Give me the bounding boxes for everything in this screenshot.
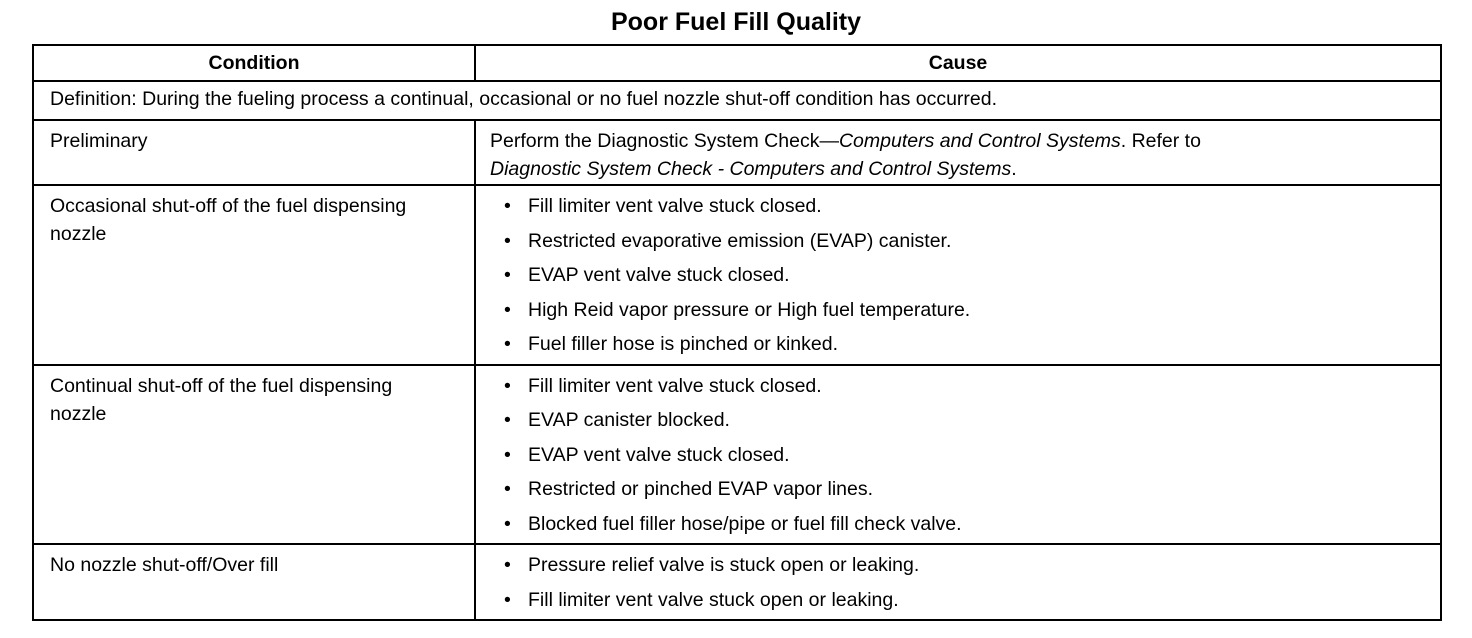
cause-list: Pressure relief valve is stuck open or l… — [476, 545, 1440, 619]
cause-part: . Refer to — [1120, 130, 1201, 152]
list-item: Fill limiter vent valve stuck open or le… — [504, 583, 1440, 618]
diagnostic-table: Condition Cause Definition: During the f… — [32, 44, 1442, 621]
cause-part: Perform the Diagnostic System Check— — [490, 130, 839, 152]
cause-list: Fill limiter vent valve stuck closed. EV… — [476, 366, 1440, 544]
list-item: EVAP vent valve stuck closed. — [504, 258, 1440, 293]
page-title: Poor Fuel Fill Quality — [610, 8, 862, 36]
table-row: Preliminary Perform the Diagnostic Syste… — [32, 119, 1442, 186]
table-row: Occasional shut-off of the fuel dispensi… — [32, 184, 1442, 366]
list-item: Fill limiter vent valve stuck closed. — [504, 189, 1440, 224]
cause-text: Perform the Diagnostic System Check—Comp… — [476, 121, 1440, 183]
header-condition: Condition — [32, 44, 476, 82]
header-cause: Cause — [474, 44, 1442, 82]
header-row: Condition Cause — [32, 44, 1442, 82]
condition-text: Preliminary — [50, 130, 148, 152]
list-item: High Reid vapor pressure or High fuel te… — [504, 293, 1440, 328]
list-item: EVAP canister blocked. — [504, 403, 1440, 438]
cause-part-italic: Diagnostic System Check - Computers and … — [490, 158, 1012, 180]
list-item: Fuel filler hose is pinched or kinked. — [504, 327, 1440, 362]
cause-part: . — [1011, 158, 1017, 180]
definition-text: Definition: During the fueling process a… — [50, 88, 998, 110]
list-item: Fill limiter vent valve stuck closed. — [504, 369, 1440, 404]
definition-row: Definition: During the fueling process a… — [32, 80, 1442, 121]
list-item: EVAP vent valve stuck closed. — [504, 438, 1440, 473]
condition-text: No nozzle shut-off/Over fill — [50, 554, 279, 576]
list-item: Restricted evaporative emission (EVAP) c… — [504, 224, 1440, 259]
list-item: Restricted or pinched EVAP vapor lines. — [504, 472, 1440, 507]
condition-text: Occasional shut-off of the fuel dispensi… — [50, 195, 407, 245]
list-item: Blocked fuel filler hose/pipe or fuel fi… — [504, 507, 1440, 542]
cause-part-italic: Computers and Control Systems — [838, 130, 1121, 152]
table-row: No nozzle shut-off/Over fill Pressure re… — [32, 543, 1442, 621]
list-item: Pressure relief valve is stuck open or l… — [504, 548, 1440, 583]
cause-list: Fill limiter vent valve stuck closed. Re… — [476, 186, 1440, 364]
table-row: Continual shut-off of the fuel dispensin… — [32, 363, 1442, 545]
condition-text: Continual shut-off of the fuel dispensin… — [50, 374, 393, 425]
